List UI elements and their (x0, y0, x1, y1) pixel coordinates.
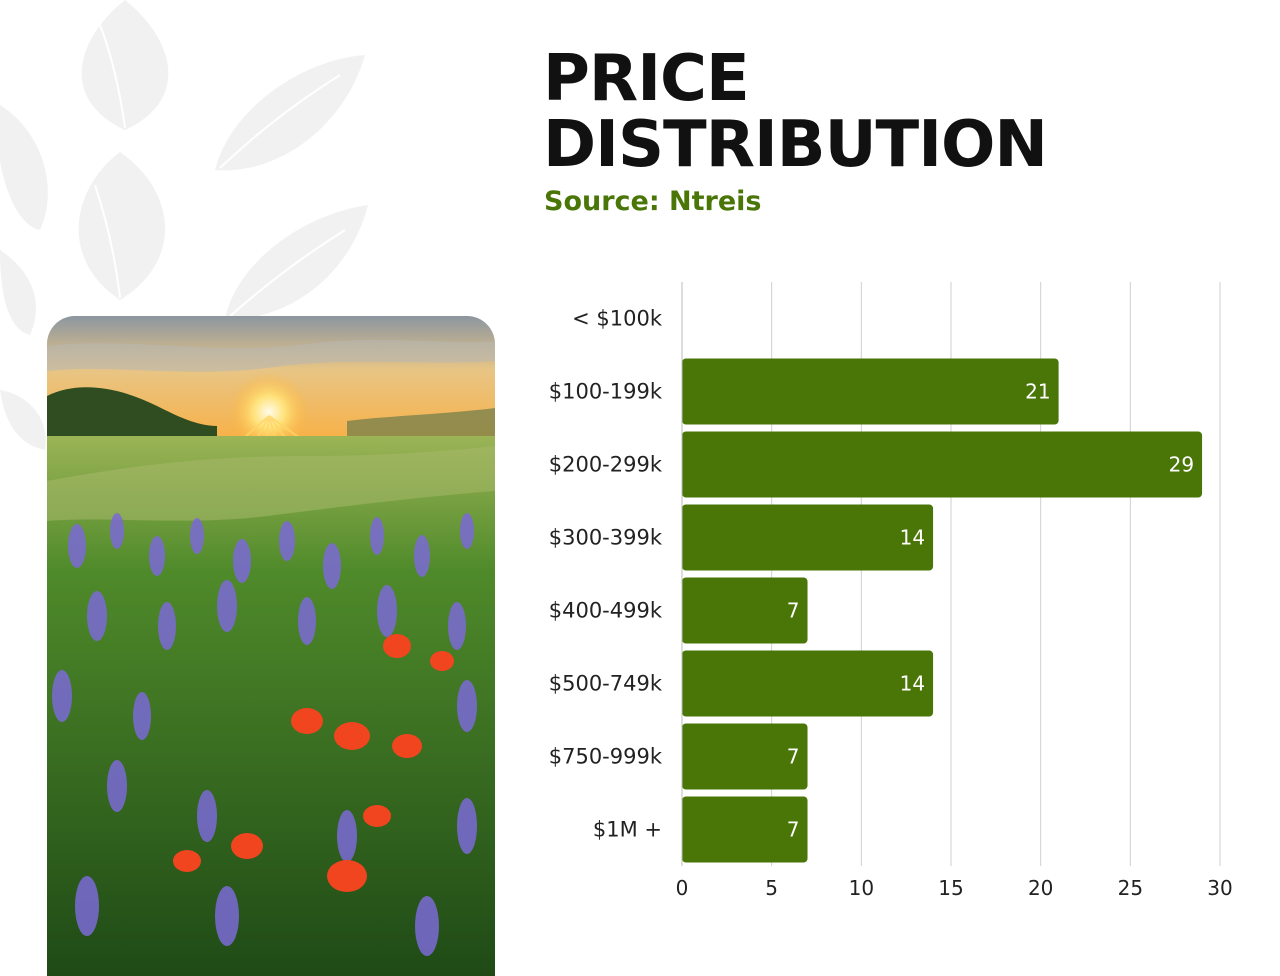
bar (682, 796, 808, 863)
x-tick-label: 15 (938, 876, 963, 900)
x-tick-label: 10 (849, 876, 874, 900)
y-category-label: $500-749k (549, 672, 663, 696)
bar-value-label: 7 (787, 599, 800, 623)
x-tick-label: 0 (676, 876, 689, 900)
bar (682, 431, 1203, 498)
title-line-1: PRICE (543, 42, 750, 116)
title-line-2: DISTRIBUTION (543, 108, 1048, 182)
wildflower-field-sunset-photo (47, 316, 495, 976)
x-tick-label: 20 (1028, 876, 1053, 900)
y-category-label: $200-299k (549, 453, 663, 477)
bar-value-label: 14 (900, 526, 925, 550)
y-category-label: $750-999k (549, 745, 663, 769)
x-tick-label: 25 (1118, 876, 1143, 900)
source-label: Source: Ntreis (544, 186, 762, 217)
page-title: PRICE DISTRIBUTION (543, 42, 1048, 182)
bar (682, 577, 808, 644)
wildflower-photo (47, 316, 495, 976)
x-tick-label: 5 (765, 876, 778, 900)
y-category-label: $400-499k (549, 599, 663, 623)
y-category-label: < $100k (572, 307, 663, 331)
x-tick-label: 30 (1207, 876, 1232, 900)
y-category-label: $300-399k (549, 526, 663, 550)
y-category-label: $1M + (593, 818, 662, 842)
leaf-pattern-background (0, 0, 368, 450)
bar (682, 723, 808, 790)
bar-value-label: 7 (787, 745, 800, 769)
bar-value-label: 21 (1025, 380, 1050, 404)
y-category-label: $100-199k (549, 380, 663, 404)
bar (682, 650, 934, 717)
bar-value-label: 7 (787, 818, 800, 842)
bar (682, 504, 934, 571)
bar-value-label: 14 (900, 672, 925, 696)
bar-value-label: 29 (1169, 453, 1194, 477)
bar (682, 358, 1059, 425)
